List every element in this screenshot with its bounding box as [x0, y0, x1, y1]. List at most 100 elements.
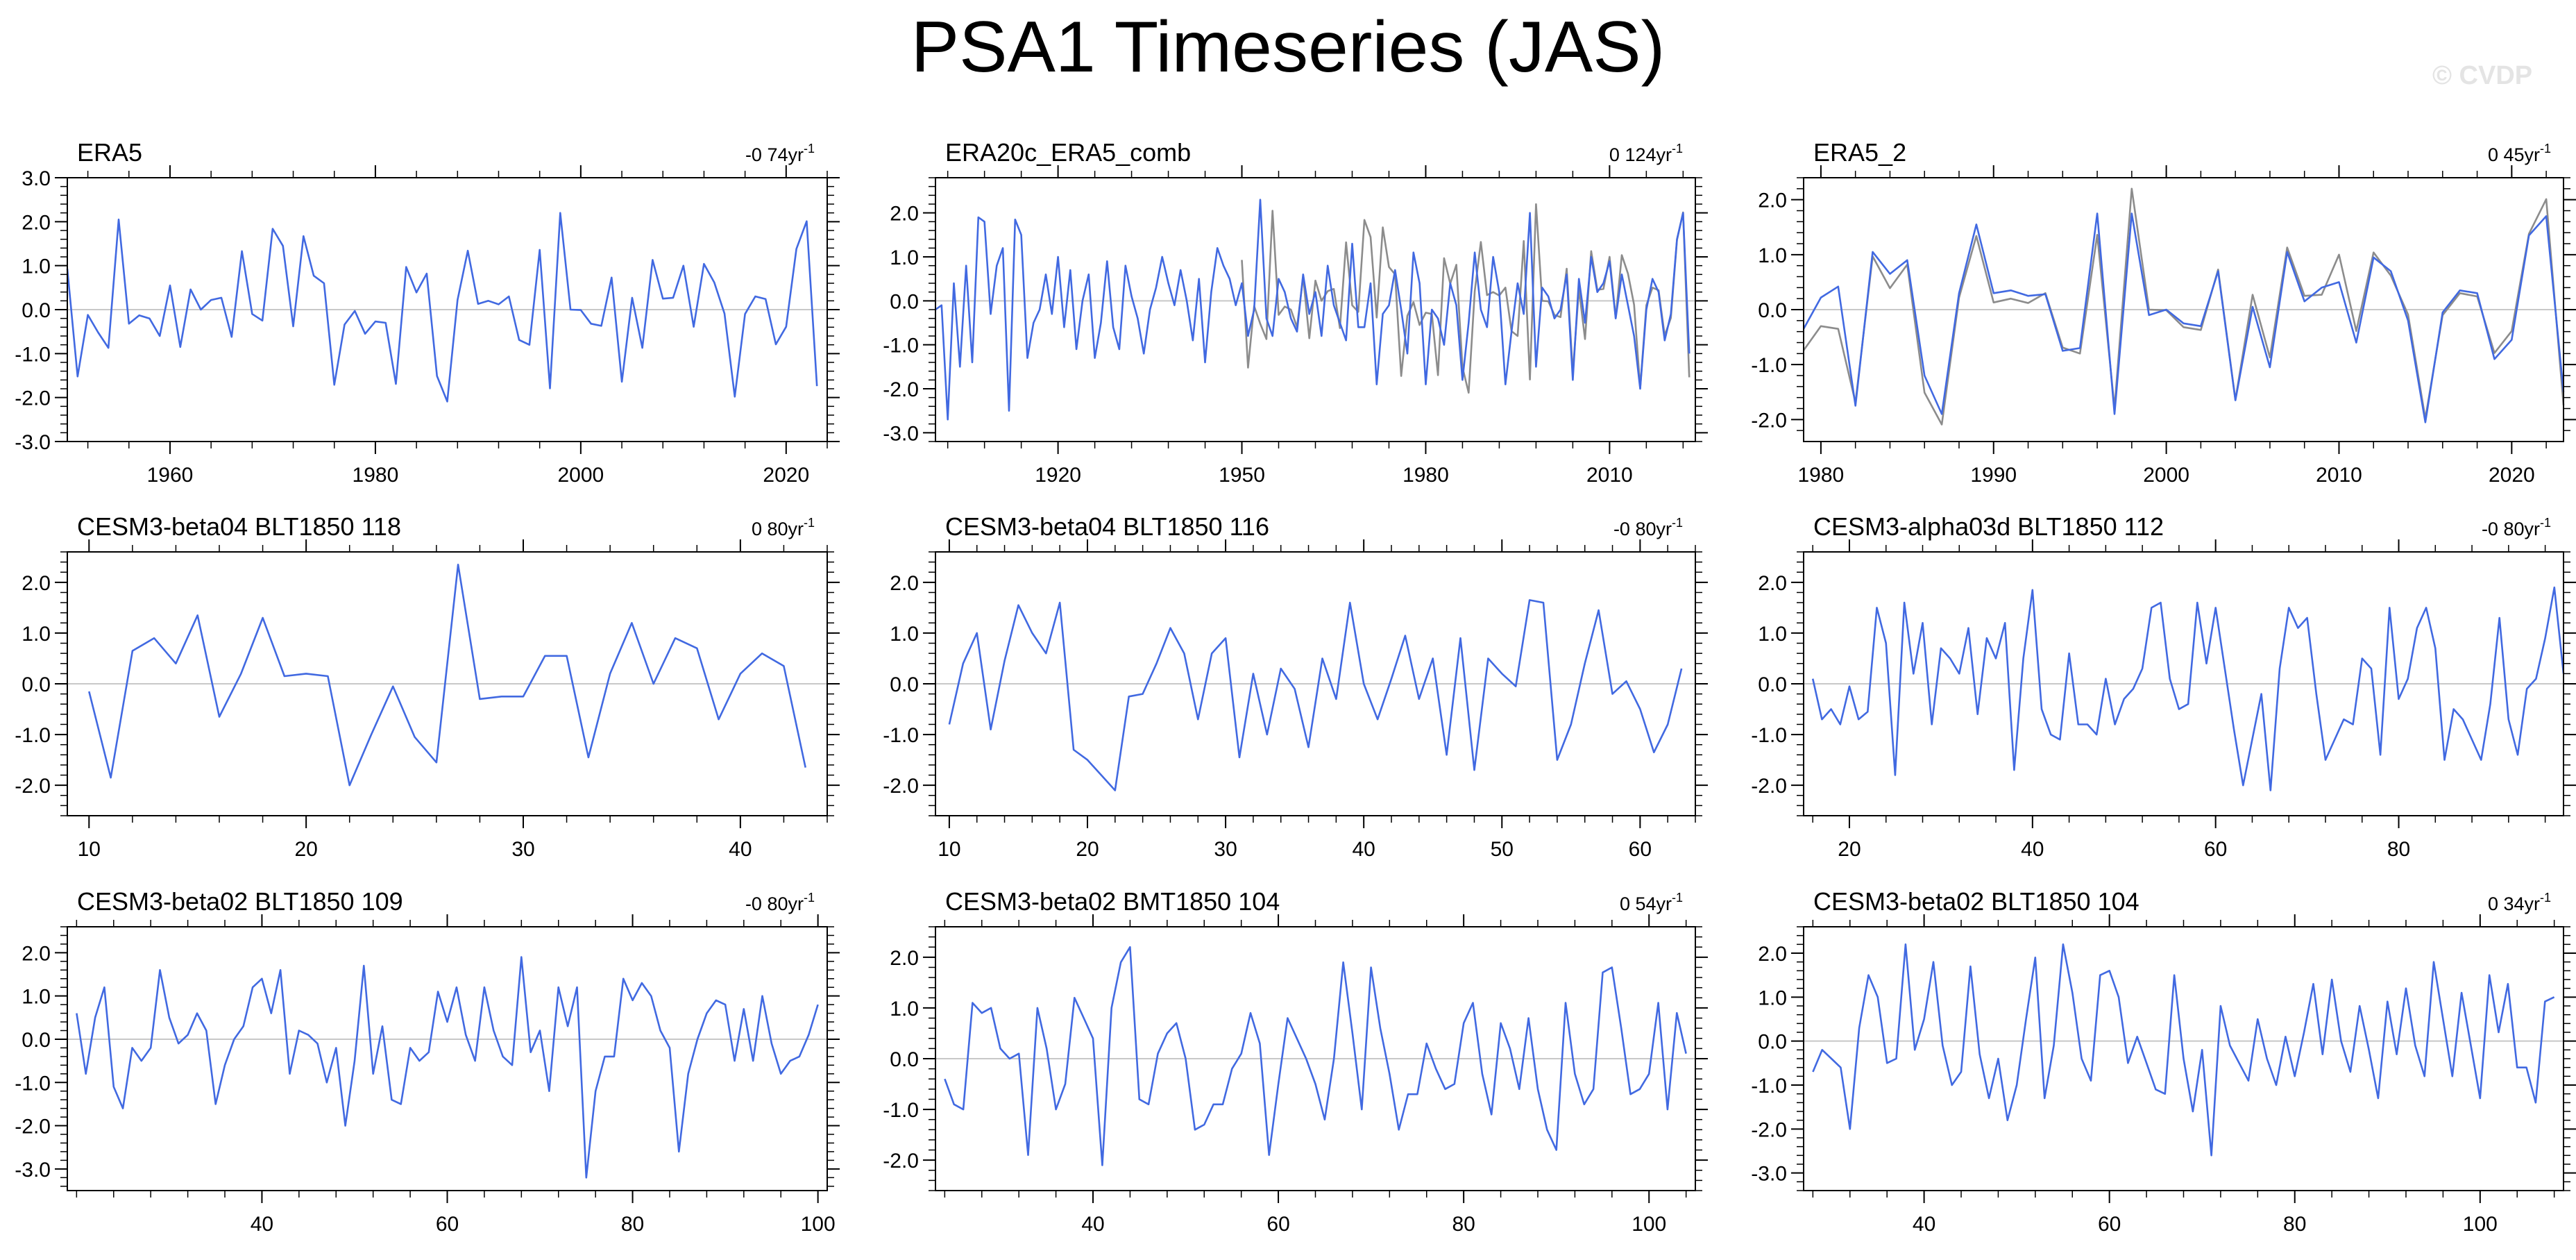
x-tick-label: 100	[1632, 1213, 1666, 1236]
x-tick-label: 1980	[1403, 464, 1449, 487]
y-tick-label: 0.0	[890, 1048, 919, 1071]
y-tick-label: 0.0	[890, 673, 919, 696]
y-tick-label: -2.0	[1751, 1118, 1787, 1141]
series-line	[1811, 586, 2565, 791]
y-tick-label: 0.0	[22, 299, 51, 322]
x-tick-label: 30	[511, 838, 534, 861]
y-tick-label: -1.0	[15, 724, 51, 747]
series-line	[1802, 212, 2565, 423]
x-tick-label: 10	[78, 838, 101, 861]
y-tick-label: 2.0	[1758, 190, 1787, 212]
panel-title: CESM3-beta04 BLT1850 116	[945, 512, 1269, 541]
x-tick-label: 80	[2283, 1213, 2306, 1236]
x-tick-label: 1950	[1219, 464, 1265, 487]
y-tick-label: 2.0	[890, 203, 919, 226]
x-tick-label: 1980	[1798, 464, 1845, 487]
x-tick-label: 80	[621, 1213, 644, 1236]
trend-label: -0 80yr-1	[1613, 516, 1683, 539]
y-tick-label: -2.0	[15, 1116, 51, 1139]
series-line	[76, 956, 819, 1179]
y-tick-label: 1.0	[22, 623, 51, 646]
x-tick-label: 1920	[1035, 464, 1081, 487]
page-title: PSA1 Timeseries (JAS)	[910, 7, 1666, 87]
trend-label: 0 124yr-1	[1609, 142, 1683, 165]
y-tick-label: 1.0	[890, 623, 919, 646]
panel-title: CESM3-beta04 BLT1850 118	[77, 512, 401, 541]
x-tick-label: 2020	[2489, 464, 2535, 487]
y-tick-label: -1.0	[1751, 354, 1787, 377]
trend-label: 0 54yr-1	[1620, 891, 1683, 914]
x-tick-label: 10	[938, 838, 960, 861]
y-tick-label: -1.0	[15, 343, 51, 366]
panel-title: ERA20c_ERA5_comb	[945, 138, 1191, 167]
x-tick-label: 20	[1838, 838, 1861, 861]
y-tick-label: 3.0	[22, 167, 51, 190]
y-tick-label: -1.0	[15, 1072, 51, 1095]
x-tick-label: 40	[1913, 1213, 1935, 1236]
y-tick-label: -3.0	[1751, 1163, 1787, 1186]
series-line	[944, 946, 1687, 1166]
panel-title: ERA5_2	[1813, 138, 1906, 167]
x-tick-label: 2000	[557, 464, 604, 487]
series-line	[88, 563, 806, 787]
x-tick-label: 40	[251, 1213, 273, 1236]
y-tick-label: -3.0	[15, 1159, 51, 1182]
y-tick-label: -2.0	[883, 378, 919, 401]
y-tick-label: -1.0	[883, 1099, 919, 1122]
y-tick-label: -3.0	[15, 431, 51, 454]
y-tick-label: -1.0	[1751, 724, 1787, 747]
x-tick-label: 40	[1352, 838, 1375, 861]
trend-label: -0 80yr-1	[745, 891, 815, 914]
panel-title: ERA5	[77, 138, 142, 167]
y-tick-label: -3.0	[883, 422, 919, 445]
y-tick-label: 1.0	[1758, 986, 1787, 1009]
y-tick-label: 0.0	[22, 673, 51, 696]
y-tick-label: 2.0	[890, 572, 919, 595]
y-tick-label: 2.0	[22, 211, 51, 234]
y-tick-label: 0.0	[22, 1029, 51, 1052]
x-tick-label: 80	[1452, 1213, 1475, 1236]
x-tick-label: 100	[2463, 1213, 2498, 1236]
x-tick-label: 20	[1076, 838, 1099, 861]
x-tick-label: 1960	[147, 464, 194, 487]
x-tick-label: 40	[1081, 1213, 1104, 1236]
x-tick-label: 60	[2204, 838, 2227, 861]
panel-title: CESM3-beta02 BLT1850 109	[77, 887, 403, 916]
trend-label: 0 34yr-1	[2488, 891, 2551, 914]
series-line	[1812, 943, 2555, 1157]
series-line	[66, 212, 818, 403]
series-line	[935, 199, 1690, 421]
x-tick-label: 40	[2021, 838, 2044, 861]
trend-label: -0 74yr-1	[745, 142, 815, 165]
x-tick-label: 60	[436, 1213, 459, 1236]
y-tick-label: -2.0	[883, 1150, 919, 1173]
panel-title: CESM3-beta02 BMT1850 104	[945, 887, 1280, 916]
y-tick-label: -1.0	[1751, 1075, 1787, 1098]
x-tick-label: 2000	[2143, 464, 2189, 487]
series-line	[948, 599, 1683, 791]
x-tick-label: 100	[801, 1213, 836, 1236]
x-tick-label: 2020	[763, 464, 809, 487]
y-tick-label: 1.0	[890, 998, 919, 1020]
y-tick-label: 1.0	[890, 246, 919, 269]
y-tick-label: -2.0	[883, 775, 919, 798]
x-tick-label: 2010	[1586, 464, 1633, 487]
y-tick-label: 0.0	[1758, 673, 1787, 696]
y-tick-label: 2.0	[890, 947, 919, 970]
x-tick-label: 1990	[1970, 464, 2017, 487]
x-tick-label: 30	[1214, 838, 1237, 861]
x-tick-label: 40	[729, 838, 752, 861]
y-tick-label: -2.0	[1751, 409, 1787, 432]
watermark: © CVDP	[2432, 61, 2533, 90]
x-tick-label: 60	[2098, 1213, 2121, 1236]
